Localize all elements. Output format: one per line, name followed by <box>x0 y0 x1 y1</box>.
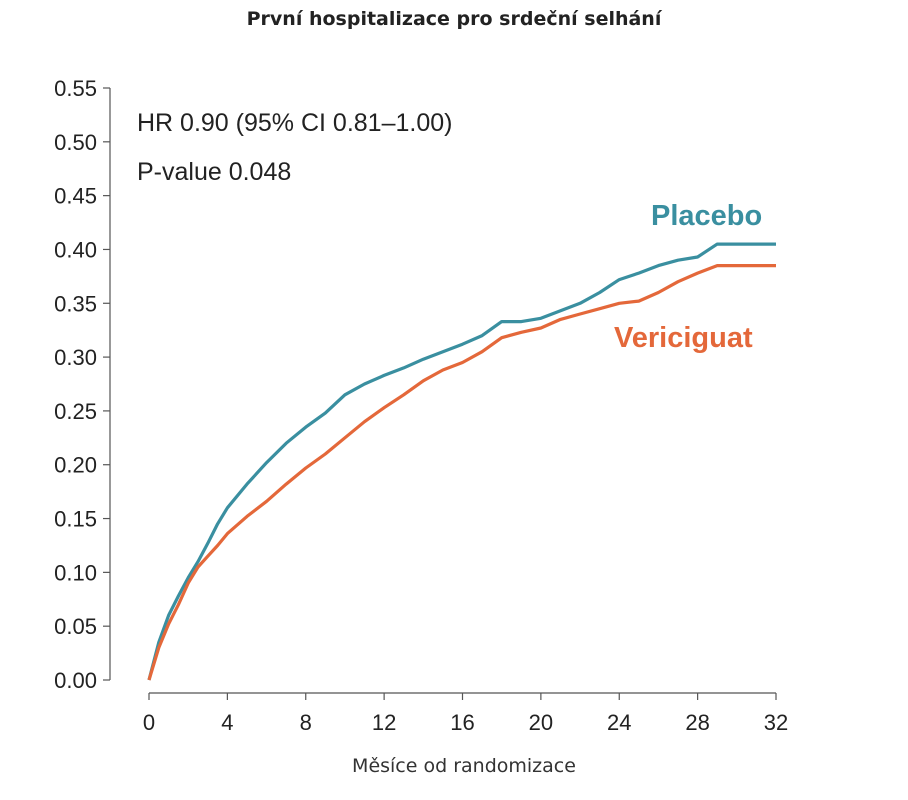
x-tick-label: 24 <box>607 710 631 735</box>
legend-vericiguat: Vericiguat <box>614 322 753 354</box>
y-tick-label: 0.50 <box>54 130 97 155</box>
series-line-placebo <box>147 242 776 681</box>
y-tick-label: 0.55 <box>54 76 97 101</box>
y-tick-label: 0.15 <box>54 507 97 532</box>
x-tick-label: 16 <box>450 710 474 735</box>
y-tick-label: 0.45 <box>54 184 97 209</box>
x-tick-label: 20 <box>529 710 553 735</box>
pvalue-annotation: P-value 0.048 <box>137 158 291 186</box>
chart-title: První hospitalizace pro srdeční selhání <box>246 8 662 30</box>
y-tick-label: 0.25 <box>54 399 97 424</box>
legend-placebo: Placebo <box>651 200 762 232</box>
x-tick-label: 0 <box>143 710 155 735</box>
y-tick-label: 0.10 <box>54 560 97 585</box>
x-tick-label: 4 <box>221 710 233 735</box>
x-tick-label: 12 <box>372 710 396 735</box>
y-tick-label: 0.40 <box>54 237 97 262</box>
y-tick-label: 0.30 <box>54 345 97 370</box>
x-tick-label: 8 <box>300 710 312 735</box>
series-line-vericiguat <box>147 264 776 681</box>
y-tick-label: 0.35 <box>54 291 97 316</box>
axes: 0.00 0.05 0.10 0.15 0.20 0.25 0.30 0.35 0.40 0.45… <box>54 76 788 735</box>
x-axis-label: Měsíce od randomizace <box>352 755 576 777</box>
series-lines <box>147 242 776 681</box>
y-tick-label: 0.20 <box>54 453 97 478</box>
y-tick-label: 0.00 <box>54 668 97 693</box>
x-tick-label: 28 <box>685 710 709 735</box>
x-tick-label: 32 <box>764 710 788 735</box>
hr-annotation: HR 0.90 (95% CI 0.81–1.00) <box>137 109 452 137</box>
y-tick-label: 0.05 <box>54 614 97 639</box>
